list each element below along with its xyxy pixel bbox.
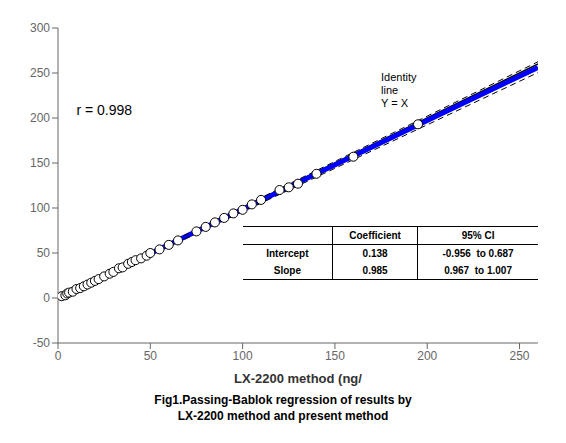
svg-text:250: 250: [510, 349, 530, 363]
svg-text:150: 150: [325, 349, 345, 363]
html-text:r = 0.998: r = 0.998: [76, 101, 133, 118]
svg-text:0: 0: [55, 349, 62, 363]
svg-text:150: 150: [30, 156, 50, 170]
html-text:Fig1.Passing-Bablok regression: Fig1.Passing-Bablok regression of result…: [154, 393, 412, 423]
svg-text:300: 300: [30, 21, 50, 35]
svg-text:200: 200: [417, 349, 437, 363]
svg-text:LX-2200 method (ng/: LX-2200 method (ng/: [234, 371, 362, 386]
svg-text:100: 100: [30, 201, 50, 215]
html-text:Identity line Y = X: Identity line Y = X: [381, 71, 417, 110]
svg-text:0: 0: [43, 291, 50, 305]
svg-text:250: 250: [30, 66, 50, 80]
html-text:Intercept: Intercept: [266, 248, 309, 259]
html-text:Slope: Slope: [273, 265, 301, 276]
html-text:95% CI: 95% CI: [461, 230, 495, 241]
html-text:0.967 to 1.007: 0.967 to 1.007: [444, 265, 512, 276]
svg-text:50: 50: [144, 349, 158, 363]
html-text:0.138: 0.138: [362, 248, 388, 259]
svg-text:200: 200: [30, 111, 50, 125]
html-text:Coefficient: Coefficient: [349, 230, 401, 241]
svg-text:50: 50: [37, 246, 51, 260]
svg-text:-50: -50: [33, 336, 51, 350]
html-text:0.985: 0.985: [362, 265, 388, 276]
svg-text:100: 100: [233, 349, 253, 363]
html-text:-0.956 to 0.687: -0.956 to 0.687: [442, 248, 514, 259]
